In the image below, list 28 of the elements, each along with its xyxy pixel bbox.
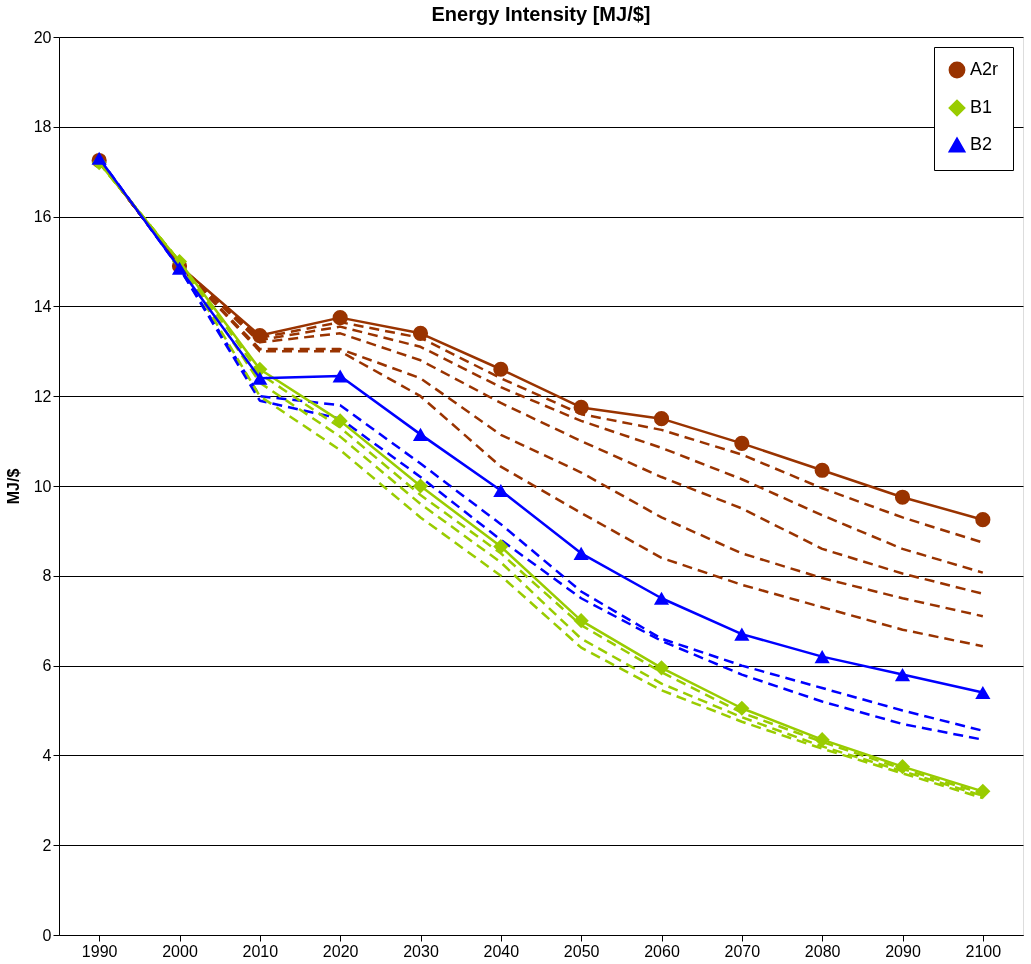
x-tick-label: 1990 xyxy=(81,942,118,960)
y-tick-label: 20 xyxy=(33,28,52,46)
y-tick-label: 6 xyxy=(42,657,52,675)
x-tick-label: 2060 xyxy=(644,942,680,960)
x-tick-label: 2070 xyxy=(724,942,761,960)
y-tick-label: 14 xyxy=(33,297,52,315)
y-tick-label: 2 xyxy=(42,836,52,854)
chart-title: Energy Intensity [MJ/$] xyxy=(431,3,651,25)
x-tick-label: 2000 xyxy=(162,942,198,960)
legend-label: B2 xyxy=(970,134,993,154)
y-tick-label: 0 xyxy=(42,926,52,944)
legend-label: B1 xyxy=(970,97,993,117)
x-tick-label: 2040 xyxy=(483,942,520,960)
y-tick-label: 8 xyxy=(42,567,52,585)
x-tick-label: 2090 xyxy=(885,942,921,960)
y-tick-label: 12 xyxy=(33,387,52,405)
x-tick-label: 2100 xyxy=(965,942,1002,960)
legend-label: A2r xyxy=(970,59,999,79)
y-tick-label: 18 xyxy=(33,118,52,136)
x-tick-label: 2020 xyxy=(322,942,359,960)
x-tick-label: 2050 xyxy=(563,942,600,960)
x-tick-label: 2080 xyxy=(804,942,841,960)
y-tick-label: 4 xyxy=(42,746,52,764)
x-tick-label: 2030 xyxy=(403,942,439,960)
y-tick-label: 16 xyxy=(33,208,52,226)
y-tick-label: 10 xyxy=(33,477,52,495)
y-axis-title: MJ/$ xyxy=(4,468,22,505)
x-tick-label: 2010 xyxy=(242,942,279,960)
